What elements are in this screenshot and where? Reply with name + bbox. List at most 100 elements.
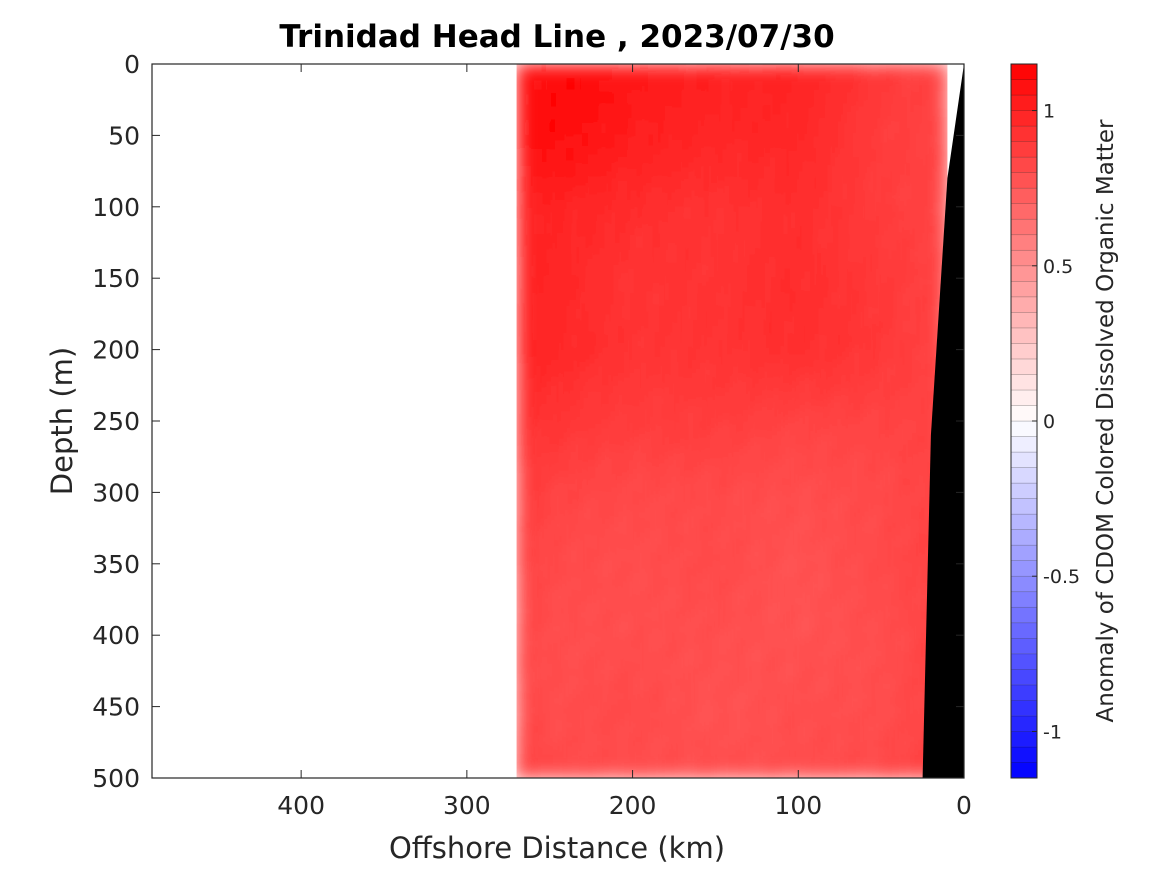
field-cell	[764, 619, 783, 637]
field-cell	[813, 262, 833, 280]
field-cell	[532, 505, 551, 522]
field-cell	[780, 391, 800, 408]
field-cell	[813, 220, 833, 237]
field-cell	[548, 562, 568, 580]
field-cell	[681, 334, 700, 351]
field-cell	[764, 662, 783, 680]
field-cell	[565, 577, 584, 594]
field-cell	[714, 748, 733, 765]
field-cell	[764, 105, 783, 123]
field-cell	[813, 391, 833, 408]
field-cell	[532, 434, 551, 451]
field-cell	[830, 591, 849, 608]
field-cell	[532, 462, 551, 480]
field-cell	[516, 105, 535, 123]
field-cell	[896, 462, 916, 480]
field-cell	[780, 491, 800, 508]
field-cell	[863, 434, 883, 451]
field-cell	[581, 291, 601, 308]
field-cell	[780, 191, 800, 208]
field-cell	[581, 77, 601, 94]
field-cell	[731, 248, 750, 265]
field-cell	[747, 534, 767, 551]
x-tick-label: 100	[774, 791, 822, 820]
field-cell	[697, 591, 717, 608]
field-cell	[714, 434, 733, 451]
field-cell	[847, 691, 866, 708]
field-cell	[797, 348, 816, 365]
field-cell	[813, 91, 833, 108]
field-cell	[813, 405, 833, 422]
field-cell	[880, 377, 899, 394]
field-cell	[913, 519, 932, 537]
field-cell	[896, 434, 916, 451]
field-cell	[863, 305, 883, 323]
field-cell	[697, 648, 717, 665]
field-cell	[648, 191, 667, 208]
field-cell	[764, 762, 783, 778]
field-cell	[830, 534, 849, 551]
field-cell	[548, 234, 568, 251]
field-cell	[681, 734, 700, 751]
field-cell	[847, 405, 866, 422]
field-cell	[896, 391, 916, 408]
field-cell	[532, 277, 551, 294]
field-cell	[813, 505, 833, 522]
field-cell	[913, 462, 932, 480]
field-cell	[731, 491, 750, 508]
field-cell	[830, 491, 849, 508]
field-cell	[764, 134, 783, 151]
field-cell	[664, 362, 684, 380]
field-cell	[880, 91, 899, 108]
field-cell	[664, 348, 684, 365]
field-cell	[681, 634, 700, 651]
field-cell	[847, 462, 866, 480]
field-cell	[598, 462, 617, 480]
field-cell	[598, 648, 617, 665]
field-cell	[615, 248, 634, 265]
field-cell	[731, 662, 750, 680]
field-cell	[847, 648, 866, 665]
field-cell	[697, 320, 717, 337]
field-cell	[747, 305, 767, 323]
field-cell	[880, 277, 899, 294]
field-cell	[813, 477, 833, 494]
field-cell	[714, 362, 733, 380]
field-cell	[631, 534, 651, 551]
field-cell	[565, 434, 584, 451]
field-cell	[847, 634, 866, 651]
field-cell	[532, 562, 551, 580]
field-cell	[913, 477, 932, 494]
field-cell	[548, 134, 568, 151]
field-cell	[764, 562, 783, 580]
field-cell	[880, 134, 899, 151]
field-cell	[780, 519, 800, 537]
field-cell	[516, 305, 535, 323]
field-cell	[532, 391, 551, 408]
field-cell	[697, 64, 717, 80]
field-cell	[880, 334, 899, 351]
field-cell	[797, 420, 816, 437]
field-cell	[797, 91, 816, 108]
field-cell	[880, 391, 899, 408]
field-cell	[847, 191, 866, 208]
field-cell	[830, 519, 849, 537]
field-cell	[747, 91, 767, 108]
field-cell	[516, 477, 535, 494]
colorbar: -1 -0.5 0 0.5 1	[1010, 63, 1080, 779]
field-cell	[880, 748, 899, 765]
field-cell	[764, 334, 783, 351]
field-cell	[681, 191, 700, 208]
colorbar-band	[1010, 529, 1038, 546]
field-cell	[598, 134, 617, 151]
field-cell	[532, 234, 551, 251]
field-cell	[615, 277, 634, 294]
field-cell	[681, 248, 700, 265]
field-cell	[565, 462, 584, 480]
field-cell	[714, 491, 733, 508]
field-cell	[548, 64, 568, 80]
field-cell	[631, 762, 651, 778]
field-cell	[830, 677, 849, 694]
field-cell	[880, 619, 899, 637]
